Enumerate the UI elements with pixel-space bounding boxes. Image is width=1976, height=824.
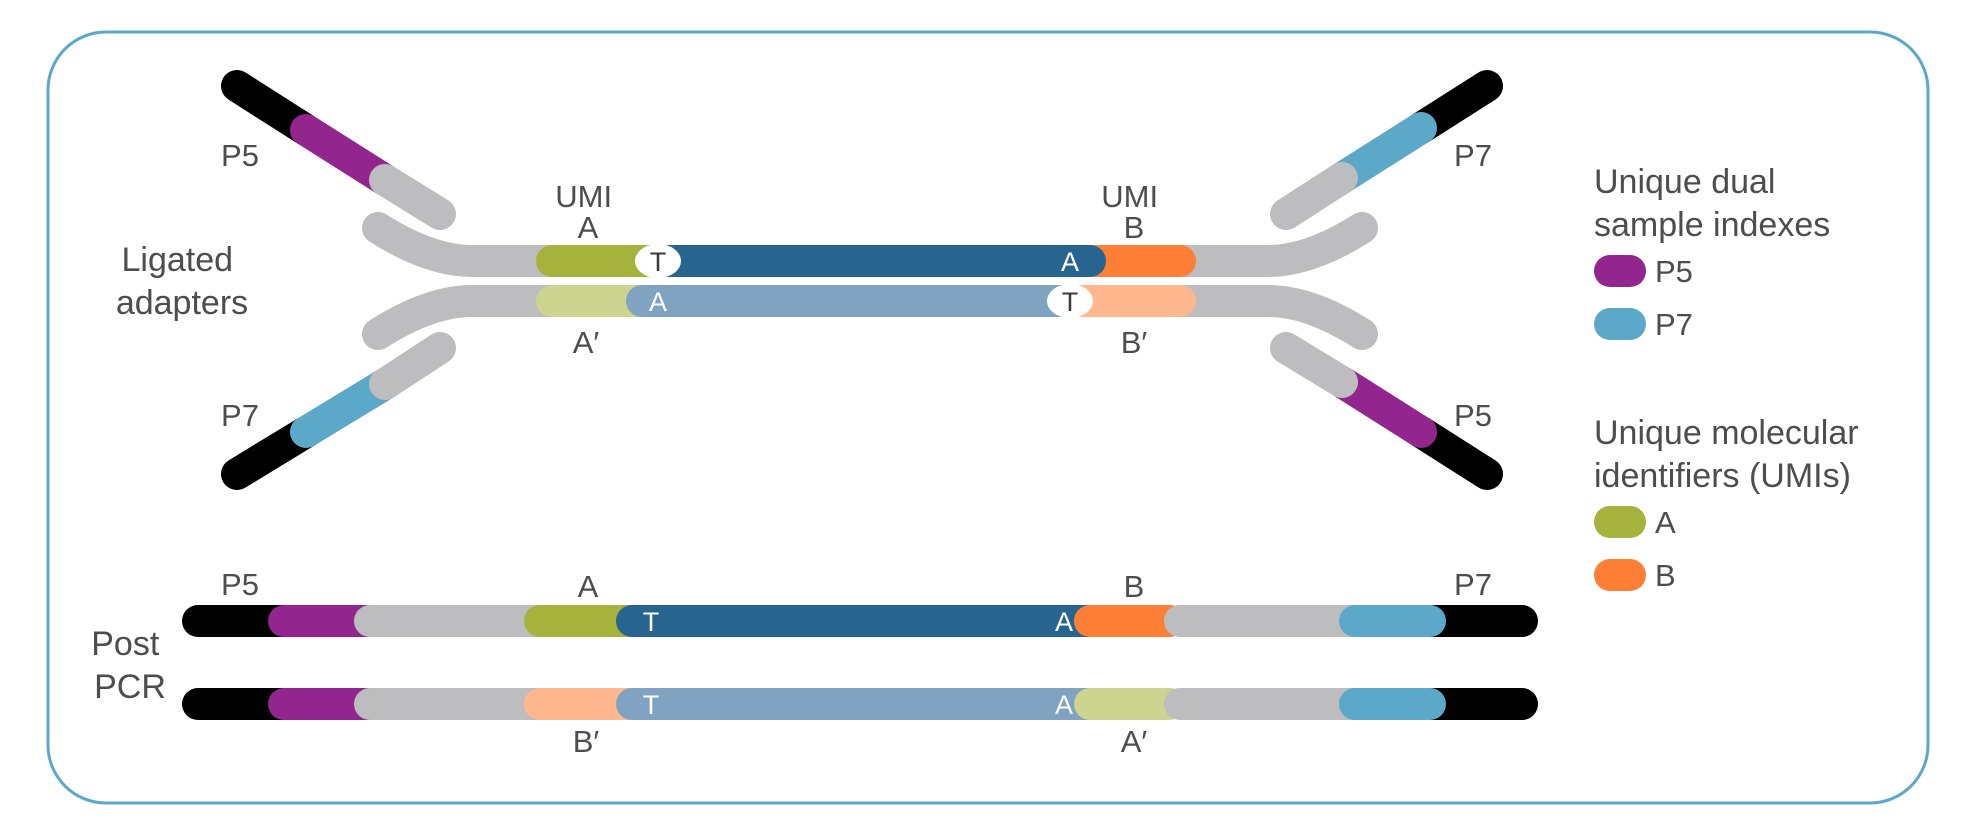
ligated-top-strand	[362, 212, 1378, 277]
adapter-bottom-left	[221, 332, 456, 490]
base-t-label: T	[643, 690, 660, 720]
legend-umis-title: Unique molecular identifiers (UMIs)	[1594, 414, 1868, 495]
post-pcr-group	[182, 605, 1538, 720]
ligated-adapters-label: Ligated adapters	[116, 241, 248, 322]
legend-p5-swatch	[1594, 255, 1646, 287]
legend-p5-label: P5	[1655, 254, 1693, 289]
adapter-gray-curve-right	[1154, 212, 1378, 277]
legend: Unique dual sample indexes P5 P7 Unique …	[1594, 163, 1868, 593]
p7-label-top-right: P7	[1454, 138, 1492, 173]
p7-label: P7	[1454, 567, 1492, 602]
legend-umi-b-label: B	[1655, 558, 1676, 593]
p5-label: P5	[221, 567, 259, 602]
umi-a-prime-label: A′	[1121, 724, 1148, 759]
base-a-label: A	[1055, 607, 1073, 637]
umi-a-label: A	[578, 569, 599, 604]
t-overhang-bubble	[635, 244, 681, 278]
umi-b-prime-label: B′	[1121, 325, 1148, 360]
adapter-gray-segment	[369, 332, 456, 400]
adapter-top-right	[1270, 70, 1503, 230]
umi-b-label: UMI B	[1101, 179, 1166, 245]
legend-umi-b-swatch	[1594, 559, 1646, 591]
adapter-gray-segment	[1270, 332, 1358, 398]
legend-p7-swatch	[1594, 308, 1646, 340]
base-t-label: T	[1062, 287, 1079, 317]
adapter-gray-curve-left	[362, 212, 576, 277]
base-a-label: A	[1055, 690, 1073, 720]
base-t-label: T	[643, 607, 660, 637]
umi-b-label: B	[1124, 569, 1145, 604]
base-a-label: A	[649, 287, 667, 317]
umi-a-prime-label: A′	[573, 325, 600, 360]
t-overhang-bubble	[1047, 284, 1093, 318]
legend-p7-label: P7	[1655, 307, 1693, 342]
post-pcr-label: Post PCR	[91, 625, 169, 706]
legend-umi-a-label: A	[1655, 505, 1676, 540]
legend-indexes-title: Unique dual sample indexes	[1594, 163, 1830, 244]
ligated-adapters-group	[221, 70, 1503, 490]
diagram-frame	[46, 30, 1930, 805]
umi-b-prime-label: B′	[573, 724, 600, 759]
base-a-label: A	[1061, 247, 1079, 277]
adapter-top-left	[221, 70, 456, 230]
adapter-gray-curve-left	[362, 285, 576, 350]
umi-a-label: UMI A	[555, 179, 620, 245]
legend-umi-a-swatch	[1594, 506, 1646, 538]
adapter-gray-segment	[369, 164, 456, 230]
adapter-gray-curve-right	[1154, 285, 1378, 350]
adapter-gray-segment	[1270, 162, 1358, 230]
p5-label-bottom-right: P5	[1454, 398, 1492, 433]
p5-label-top-left: P5	[221, 138, 259, 173]
adapter-bottom-right	[1270, 332, 1503, 490]
base-t-label: T	[650, 247, 667, 277]
p7-label-bottom-left: P7	[221, 398, 259, 433]
ligated-bottom-strand	[362, 285, 1378, 350]
